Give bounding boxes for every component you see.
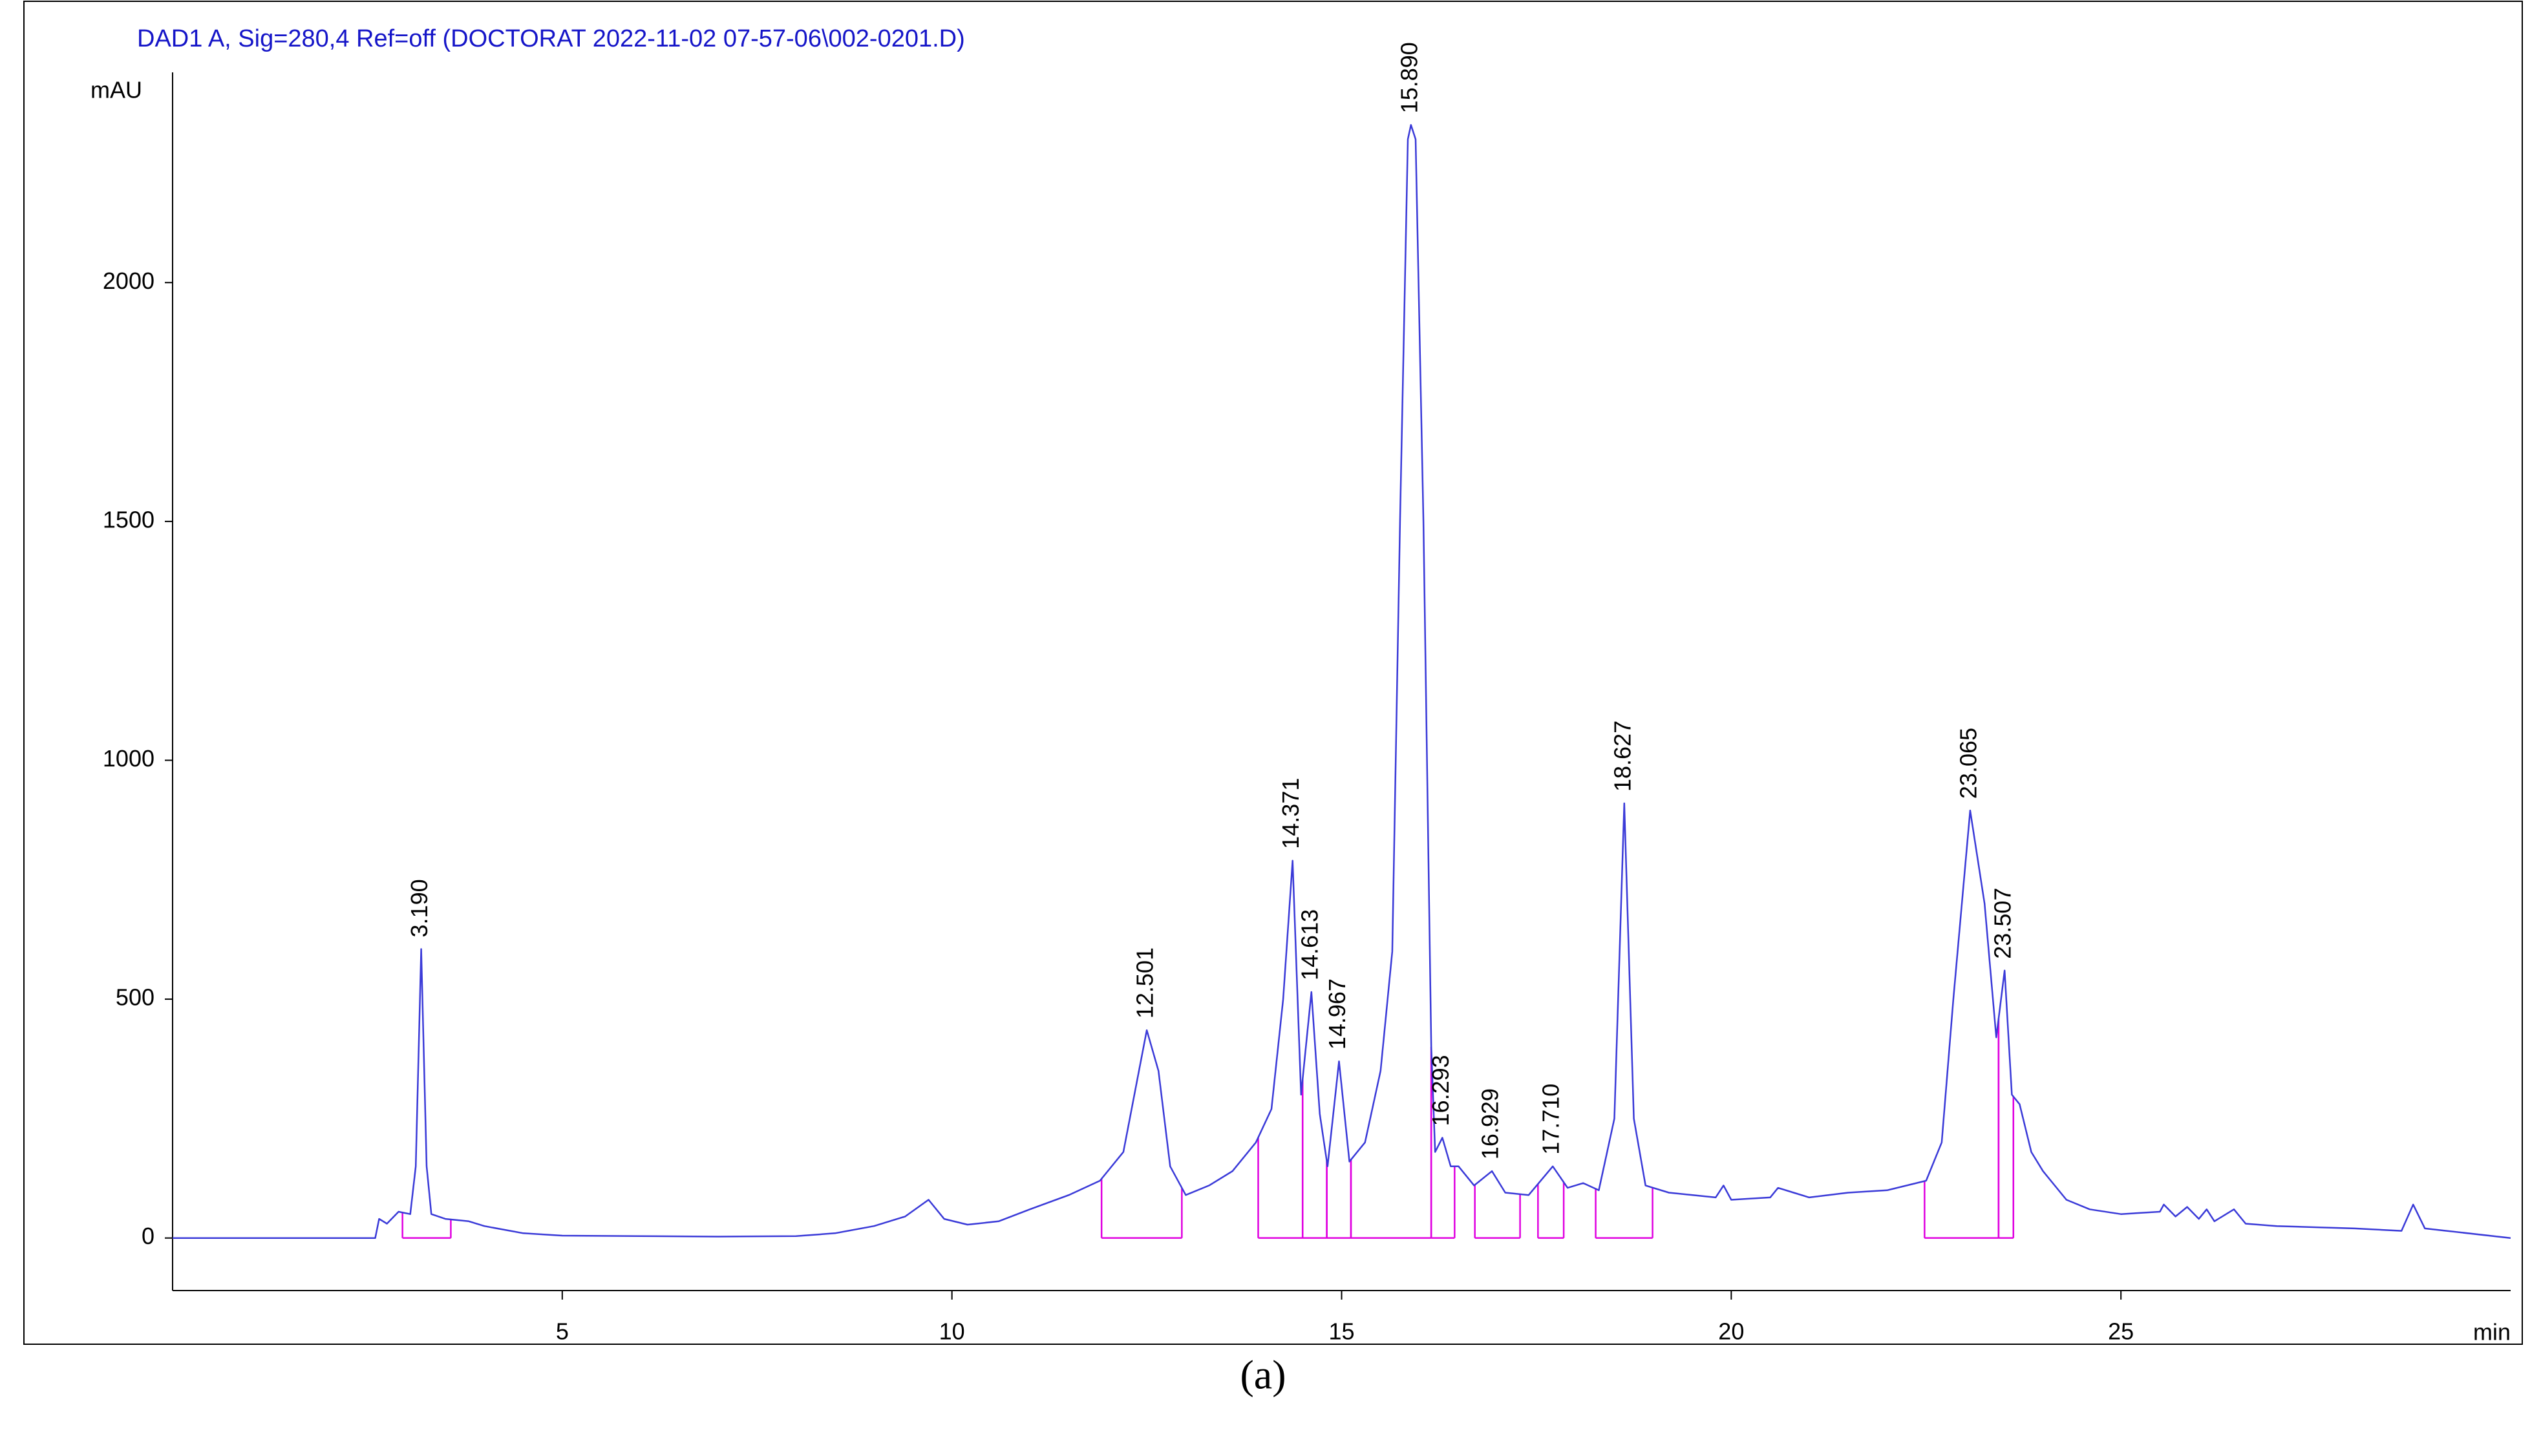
peak-label: 23.507 [1990,888,2016,959]
x-tick-label: 20 [1718,1318,1744,1345]
y-tick-label: 1000 [103,745,154,772]
y-tick-label: 0 [142,1223,154,1249]
peak-label: 17.710 [1538,1084,1564,1155]
peak-label: 14.371 [1277,778,1304,849]
peak-label: 3.190 [406,879,432,937]
y-axis-label: mAU [90,77,142,103]
caption: (a) [1240,1352,1286,1398]
x-tick-label: 5 [556,1318,569,1345]
peak-label: 16.293 [1427,1055,1454,1126]
peak-label: 12.501 [1132,947,1158,1018]
x-tick-label: 25 [2108,1318,2134,1345]
y-tick-label: 2000 [103,268,154,294]
peak-label: 14.613 [1296,909,1323,980]
x-tick-label: 10 [939,1318,965,1345]
signal-line [173,124,2511,1239]
x-tick-label: 15 [1328,1318,1354,1345]
peak-label: 18.627 [1609,721,1635,792]
x-axis-label: min [2473,1319,2511,1345]
chart-title: DAD1 A, Sig=280,4 Ref=off (DOCTORAT 2022… [137,25,965,52]
frame [23,1,2523,1345]
y-tick-label: 1500 [103,506,154,533]
peak-label: 14.967 [1324,978,1350,1050]
y-tick-label: 500 [116,984,154,1011]
peak-label: 23.065 [1955,728,1981,799]
peak-label: 16.929 [1477,1088,1504,1159]
peak-label: 15.890 [1396,42,1422,113]
